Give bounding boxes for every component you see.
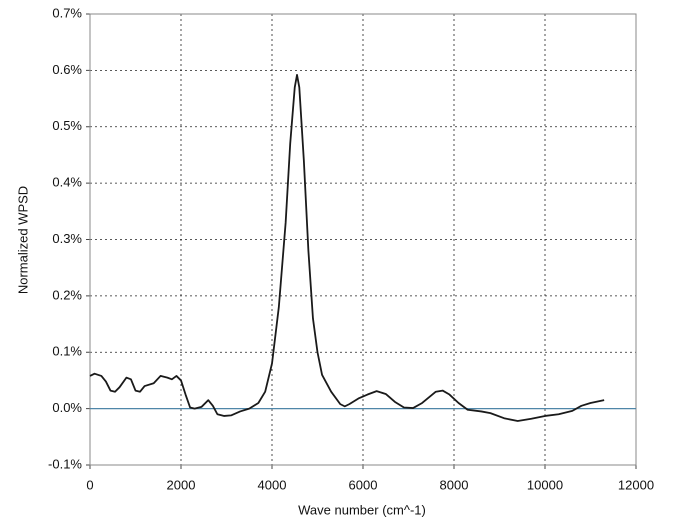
y-tick-label: 0.7%: [52, 5, 82, 20]
x-tick-label: 2000: [167, 477, 196, 492]
y-tick-label: 0.3%: [52, 231, 82, 246]
x-tick-label: 6000: [349, 477, 378, 492]
x-tick-label: 0: [86, 477, 93, 492]
y-tick-label: -0.1%: [48, 456, 82, 471]
y-tick-label: 0.1%: [52, 344, 82, 359]
y-tick-label: 0.0%: [52, 400, 82, 415]
y-tick-label: 0.2%: [52, 287, 82, 302]
x-tick-label: 10000: [527, 477, 563, 492]
x-tick-label: 12000: [618, 477, 654, 492]
y-tick-label: 0.4%: [52, 175, 82, 190]
x-tick-label: 4000: [258, 477, 287, 492]
data-line: [89, 73, 605, 422]
x-tick-label: 8000: [440, 477, 469, 492]
x-axis-label: Wave number (cm^-1): [298, 502, 426, 517]
plot-border: [89, 13, 637, 466]
y-axis-label: Normalized WPSD: [15, 186, 30, 294]
y-tick-label: 0.5%: [52, 118, 82, 133]
y-tick-label: 0.6%: [52, 62, 82, 77]
